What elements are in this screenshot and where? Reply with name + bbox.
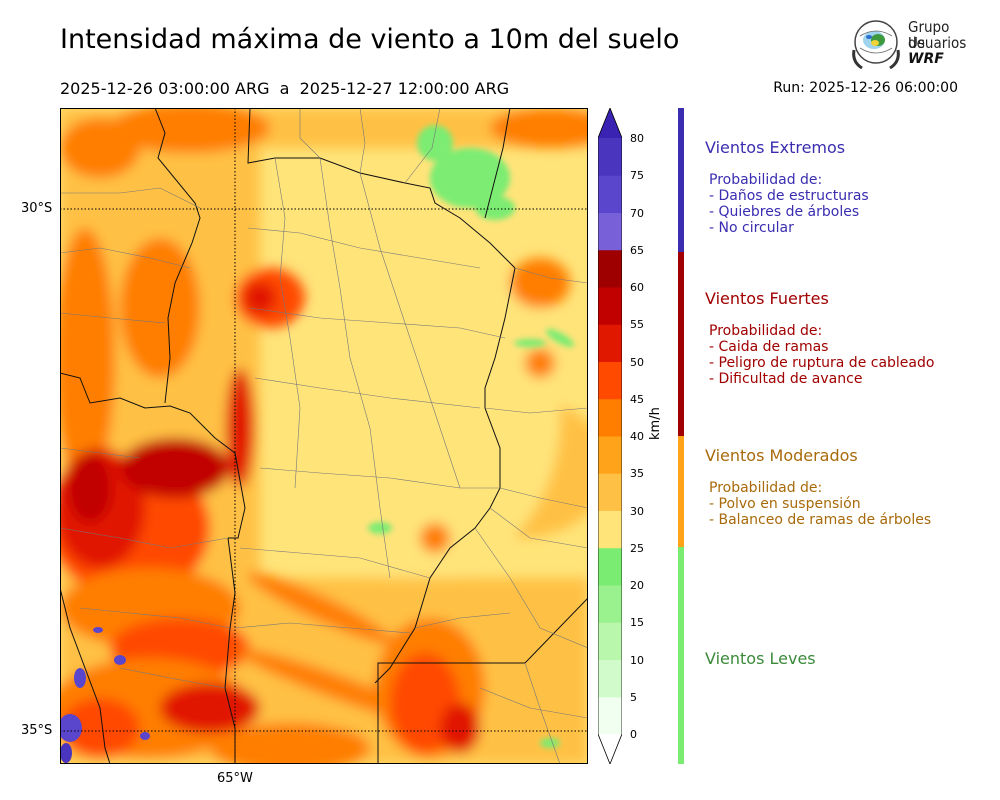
colorbar-segment — [598, 436, 622, 474]
colorbar-tick-label: 0 — [630, 728, 637, 741]
logo-line3: WRF — [908, 51, 944, 67]
category-desc-moderados: Probabilidad de: - Polvo en suspensión - … — [709, 480, 932, 528]
colorbar-segment — [598, 212, 622, 251]
colorbar-segment — [598, 138, 622, 176]
lon-label-65w: 65°W — [217, 771, 253, 786]
category-bar-moderados — [678, 436, 684, 547]
logo-line2: Usuarios — [908, 34, 967, 52]
category-bar-fuertes — [678, 252, 684, 436]
colorbar-segment — [598, 622, 622, 660]
colorbar-segment — [598, 510, 622, 549]
category-bar-extremos — [678, 108, 684, 252]
category-desc-extremos: Probabilidad de: - Daños de estructuras -… — [709, 172, 869, 236]
graticule — [60, 108, 588, 764]
lat-label-30s: 30°S — [21, 201, 53, 216]
colorbar-tick-label: 45 — [630, 392, 644, 406]
logo-line1: Grupo de — [908, 18, 950, 52]
colorbar-segment — [598, 473, 622, 511]
colorbar-tick-label: 10 — [630, 653, 644, 667]
colorbar-segment — [598, 361, 622, 400]
chart-title: Intensidad máxima de viento a 10m del su… — [60, 24, 680, 55]
colorbar-tick-label: 80 — [630, 132, 644, 145]
colorbar-tick-label: 25 — [630, 541, 644, 555]
colorbar-segment — [598, 249, 622, 288]
colorbar-tick-label: 75 — [630, 169, 644, 183]
colorbar-segment — [598, 547, 622, 586]
category-desc-fuertes: Probabilidad de: - Caida de ramas - Pelig… — [709, 323, 935, 387]
category-title-moderados: Vientos Moderados — [705, 446, 858, 465]
forecast-period: 2025-12-26 03:00:00 ARG a 2025-12-27 12:… — [60, 79, 510, 98]
colorbar-tick-label: 15 — [630, 616, 644, 630]
colorbar-segment — [598, 175, 622, 213]
province-boundaries — [60, 108, 588, 764]
category-title-leves: Vientos Leves — [705, 649, 816, 668]
globe-icon — [852, 20, 900, 70]
colorbar-tick-label: 65 — [630, 243, 644, 257]
colorbar-segment — [598, 287, 622, 325]
category-bar-leves — [678, 547, 684, 764]
wind-field-blobs — [60, 108, 588, 764]
purple-spots — [60, 627, 150, 763]
colorbar-segment — [598, 398, 622, 437]
colorbar-segment — [598, 585, 622, 623]
colorbar-tick-label: 55 — [630, 318, 644, 332]
colorbar-tick-label: 20 — [630, 579, 644, 592]
department-boundaries — [60, 108, 588, 764]
green-areas — [368, 125, 575, 748]
colorbar-tick-label: 5 — [630, 690, 637, 704]
lat-label-35s: 35°S — [21, 723, 53, 738]
colorbar-tick-label: 50 — [630, 355, 644, 369]
run-time: Run: 2025-12-26 06:00:00 — [773, 80, 958, 96]
colorbar-unit: km/h — [648, 407, 663, 440]
colorbar-extend-bottom — [598, 734, 622, 764]
colorbar-tick-label: 40 — [630, 430, 644, 443]
colorbar-segment — [598, 696, 622, 735]
colorbar-tick-label: 35 — [630, 467, 644, 481]
colorbar-tick-label: 60 — [630, 281, 644, 294]
colorbar-tick-label: 70 — [630, 206, 644, 220]
colorbar-segment — [598, 659, 622, 698]
grupo-usuarios-wrf-logo: Grupo de Usuarios WRF — [848, 16, 968, 74]
category-title-fuertes: Vientos Fuertes — [705, 289, 829, 308]
category-title-extremos: Vientos Extremos — [705, 138, 846, 157]
colorbar-extend-top — [598, 108, 622, 138]
wind-map — [60, 108, 588, 764]
colorbar — [598, 108, 622, 764]
colorbar-tick-label: 30 — [630, 504, 644, 518]
colorbar-segment — [598, 324, 622, 362]
